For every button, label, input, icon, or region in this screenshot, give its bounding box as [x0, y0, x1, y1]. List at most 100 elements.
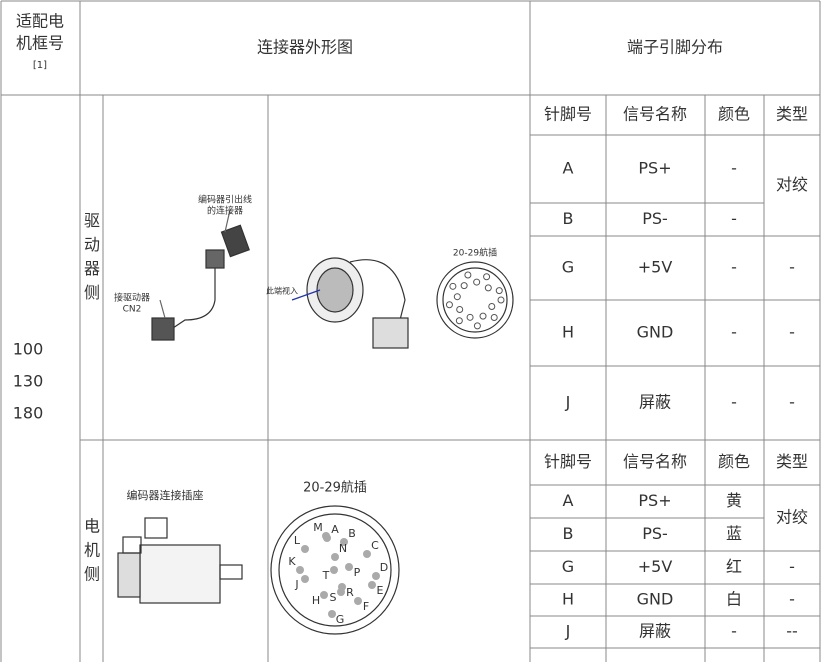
pin: [495, 287, 503, 295]
pin: [464, 271, 472, 279]
pin-letter: M: [313, 521, 323, 534]
cell: PS-: [642, 209, 668, 228]
column-header: 颜色: [718, 105, 750, 124]
cell: 黄: [726, 491, 742, 510]
pin: [460, 282, 468, 290]
cell-type: --: [786, 622, 798, 641]
cell: 屏蔽: [639, 393, 671, 412]
cell: A: [563, 159, 574, 178]
side-label: 侧: [84, 565, 100, 584]
cell: -: [731, 209, 737, 228]
pin: [488, 303, 496, 311]
pin: [301, 575, 309, 583]
cell: B: [563, 209, 574, 228]
header-text: 机框号: [16, 34, 64, 53]
pin: [337, 588, 345, 596]
column-header: 针脚号: [544, 452, 592, 471]
pin-letter: L: [294, 534, 301, 547]
pin: [479, 312, 487, 320]
cell: -: [731, 258, 737, 277]
pin-letter: J: [294, 578, 298, 591]
cell: PS+: [638, 491, 671, 510]
pin-letter: R: [346, 586, 354, 599]
cell: H: [562, 323, 574, 342]
pin: [473, 322, 481, 330]
cell: B: [563, 524, 574, 543]
image-label: CN2: [123, 305, 142, 315]
frame-size: 100: [13, 340, 44, 359]
cell-type: 对绞: [776, 175, 808, 194]
cell: 红: [726, 557, 742, 576]
cell: G: [562, 258, 574, 277]
image-label: 的连接器: [207, 205, 243, 217]
frame-size: 180: [13, 404, 44, 423]
pin: [330, 566, 338, 574]
cell: 白: [726, 590, 742, 609]
pin: [484, 284, 492, 292]
drive-side-image: [151, 209, 514, 349]
pin-letter: F: [363, 600, 369, 613]
header-note: [1]: [33, 60, 47, 71]
cell: PS-: [642, 524, 668, 543]
cell: -: [731, 393, 737, 412]
pin: [328, 610, 336, 618]
image-label: 编码器引出线: [198, 194, 252, 206]
cell: PS+: [638, 159, 671, 178]
pin: [301, 545, 309, 553]
cell-type: -: [789, 557, 795, 576]
column-header: 针脚号: [544, 105, 592, 124]
motor-side-image: [117, 505, 400, 635]
header-text: 连接器外形图: [257, 38, 353, 57]
cell: H: [562, 590, 574, 609]
side-label: 动: [84, 235, 100, 254]
cell: A: [563, 491, 574, 510]
cell: +5V: [638, 258, 673, 277]
pin: [490, 314, 498, 322]
cell-type: -: [789, 590, 795, 609]
pin-letter: E: [377, 584, 384, 597]
cell: J: [565, 622, 571, 641]
pin: [345, 563, 353, 571]
column-header: 颜色: [718, 452, 750, 471]
side-label: 侧: [84, 283, 100, 302]
pin-letter: K: [288, 555, 296, 568]
pin: [466, 313, 474, 321]
pin-letter: P: [354, 566, 361, 579]
cell: -: [731, 323, 737, 342]
pin-letter: T: [322, 569, 330, 582]
pin: [372, 572, 380, 580]
frame-size: 130: [13, 372, 44, 391]
pin: [445, 301, 453, 309]
cell: -: [731, 159, 737, 178]
header-text: 端子引脚分布: [627, 38, 723, 57]
cell-type: -: [789, 393, 795, 412]
header-text: 适配电: [16, 12, 64, 31]
pin: [331, 553, 339, 561]
column-header: 信号名称: [623, 452, 687, 471]
cell: +5V: [638, 557, 673, 576]
pin-letter: G: [336, 613, 345, 626]
pin: [296, 566, 304, 574]
cell-type: 对绞: [776, 508, 808, 527]
column-header: 类型: [776, 452, 808, 471]
pin-letter: H: [312, 594, 320, 607]
cell: G: [562, 557, 574, 576]
pin: [449, 282, 457, 290]
cell: J: [565, 393, 571, 412]
image-label: 此端视入: [266, 286, 298, 296]
cell-type: -: [789, 323, 795, 342]
pin: [453, 293, 461, 301]
pin: [340, 538, 348, 546]
column-header: 信号名称: [623, 105, 687, 124]
cell: GND: [637, 323, 674, 342]
side-label: 电: [84, 517, 100, 536]
image-label: 20-29航插: [303, 480, 367, 496]
pin: [354, 597, 362, 605]
pin: [456, 305, 464, 313]
cell: 屏蔽: [639, 622, 671, 641]
pin: [473, 278, 481, 286]
pin: [368, 581, 376, 589]
side-label: 器: [84, 259, 100, 278]
